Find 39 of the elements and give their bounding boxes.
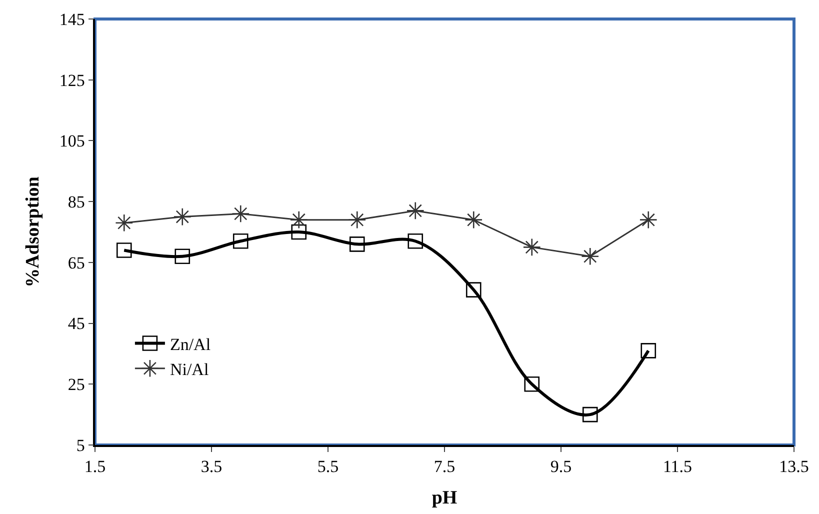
y-tick-label: 5 — [76, 436, 85, 455]
point — [406, 202, 424, 220]
y-tick-label: 45 — [68, 314, 85, 334]
y-tick-label: 85 — [68, 192, 85, 212]
y-tick-label: 65 — [68, 253, 85, 272]
point — [408, 233, 424, 249]
point — [290, 210, 308, 229]
point — [349, 236, 365, 252]
point — [348, 210, 366, 229]
legend-label: Zn/Al — [170, 334, 211, 354]
y-tick-label: 125 — [59, 70, 85, 90]
point — [173, 208, 192, 226]
point — [232, 233, 248, 249]
point — [524, 376, 540, 392]
x-tick-label: 3.5 — [200, 457, 222, 476]
x-axis-title: pH — [432, 487, 458, 508]
y-tick-label: 105 — [59, 132, 85, 151]
point — [291, 224, 307, 240]
point — [522, 238, 541, 256]
point — [581, 247, 600, 266]
x-tick-label: 5.5 — [317, 457, 339, 476]
point — [115, 214, 134, 232]
y-tick-label: 25 — [68, 375, 85, 394]
point — [232, 204, 250, 223]
point — [582, 406, 598, 422]
x-tick-label: 1.5 — [84, 457, 106, 476]
point — [116, 242, 132, 258]
point — [464, 210, 483, 229]
x-tick-label: 11.5 — [662, 457, 692, 476]
legend-label: Ni/Al — [170, 360, 209, 379]
y-axis-title: %Adsorption — [22, 176, 44, 288]
y-tick-label: 145 — [59, 10, 85, 29]
x-tick-label: 13.5 — [779, 457, 809, 476]
x-tick-label: 9.5 — [550, 457, 572, 476]
point — [174, 248, 190, 264]
point — [640, 343, 656, 358]
point — [466, 282, 482, 298]
point — [639, 210, 658, 229]
x-tick-label: 7.5 — [434, 457, 456, 476]
